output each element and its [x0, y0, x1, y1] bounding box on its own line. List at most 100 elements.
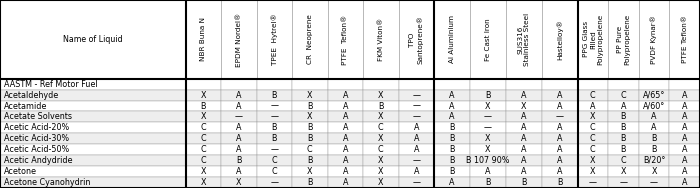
Bar [292, 0, 328, 79]
Text: A: A [682, 134, 687, 143]
Bar [669, 122, 700, 133]
Text: Name of Liquid: Name of Liquid [63, 35, 122, 44]
Text: B: B [651, 145, 657, 154]
Text: B: B [449, 134, 455, 143]
Text: NBR Buna N: NBR Buna N [200, 17, 206, 61]
Text: A: A [236, 145, 241, 154]
Bar [669, 79, 700, 90]
Bar [256, 166, 292, 177]
Text: A: A [521, 134, 526, 143]
Text: A: A [682, 91, 687, 100]
Text: A: A [236, 134, 241, 143]
Text: A/60°: A/60° [643, 102, 665, 111]
Bar [470, 101, 505, 111]
Text: Acetic Andydride: Acetic Andydride [4, 156, 72, 165]
Text: A: A [449, 102, 455, 111]
Bar [328, 166, 363, 177]
Text: A: A [485, 167, 491, 176]
Text: A: A [682, 156, 687, 165]
Text: A: A [521, 167, 526, 176]
Bar [221, 111, 256, 122]
Bar [578, 90, 608, 101]
Text: A: A [414, 123, 419, 132]
Bar [470, 166, 505, 177]
Bar [578, 0, 608, 79]
Bar [434, 0, 470, 79]
Text: A: A [651, 112, 657, 121]
Bar [578, 177, 608, 188]
Bar [505, 166, 542, 177]
Bar [434, 155, 470, 166]
Bar [470, 144, 505, 155]
Text: B: B [307, 156, 312, 165]
Bar [328, 111, 363, 122]
Text: X: X [378, 167, 384, 176]
Text: C: C [200, 134, 206, 143]
Bar [328, 144, 363, 155]
Bar [221, 144, 256, 155]
Text: B: B [556, 178, 562, 187]
Bar [578, 133, 608, 144]
Bar [256, 90, 292, 101]
Text: C: C [272, 156, 277, 165]
Bar [221, 122, 256, 133]
Text: X: X [378, 112, 384, 121]
Bar [434, 177, 470, 188]
Text: A: A [682, 167, 687, 176]
Text: X: X [378, 134, 384, 143]
Text: B: B [449, 167, 455, 176]
Bar [505, 0, 542, 79]
Text: A: A [556, 91, 562, 100]
Bar [398, 101, 434, 111]
Text: X: X [485, 145, 491, 154]
Bar [398, 79, 434, 90]
Bar [578, 111, 608, 122]
Text: —: — [650, 178, 658, 187]
Text: B: B [621, 134, 626, 143]
Bar [608, 122, 638, 133]
Text: —: — [589, 178, 597, 187]
Bar [292, 101, 328, 111]
Bar [0, 155, 186, 166]
Bar [638, 111, 669, 122]
Bar [542, 166, 578, 177]
Text: A: A [682, 145, 687, 154]
Bar [608, 79, 638, 90]
Text: A: A [236, 123, 241, 132]
Text: Hastelloy®: Hastelloy® [556, 19, 563, 60]
Text: X: X [307, 167, 312, 176]
Text: A: A [521, 112, 526, 121]
Bar [608, 166, 638, 177]
Text: —: — [412, 112, 420, 121]
Bar [608, 144, 638, 155]
Bar [328, 177, 363, 188]
Text: B 107 90%: B 107 90% [466, 156, 510, 165]
Bar [221, 101, 256, 111]
Bar [398, 111, 434, 122]
Bar [186, 90, 221, 101]
Text: Acetic Acid-20%: Acetic Acid-20% [4, 123, 69, 132]
Bar [256, 0, 292, 79]
Bar [363, 90, 398, 101]
Text: A: A [521, 91, 526, 100]
Bar [186, 177, 221, 188]
Text: B: B [449, 145, 455, 154]
Bar [638, 122, 669, 133]
Bar [669, 177, 700, 188]
Text: AASTM - Ref Motor Fuel: AASTM - Ref Motor Fuel [4, 80, 97, 89]
Text: A: A [556, 123, 562, 132]
Text: B/20°: B/20° [643, 156, 665, 165]
Bar [505, 101, 542, 111]
Text: B: B [378, 102, 384, 111]
Text: A: A [556, 134, 562, 143]
Bar [186, 155, 221, 166]
Text: C: C [621, 156, 626, 165]
Bar [638, 101, 669, 111]
Text: —: — [270, 145, 279, 154]
Bar [638, 155, 669, 166]
Bar [256, 155, 292, 166]
Text: PPG Glass
Filled
Polypropelene: PPG Glass Filled Polypropelene [583, 14, 603, 65]
Bar [542, 133, 578, 144]
Text: A: A [621, 102, 626, 111]
Text: A: A [449, 178, 455, 187]
